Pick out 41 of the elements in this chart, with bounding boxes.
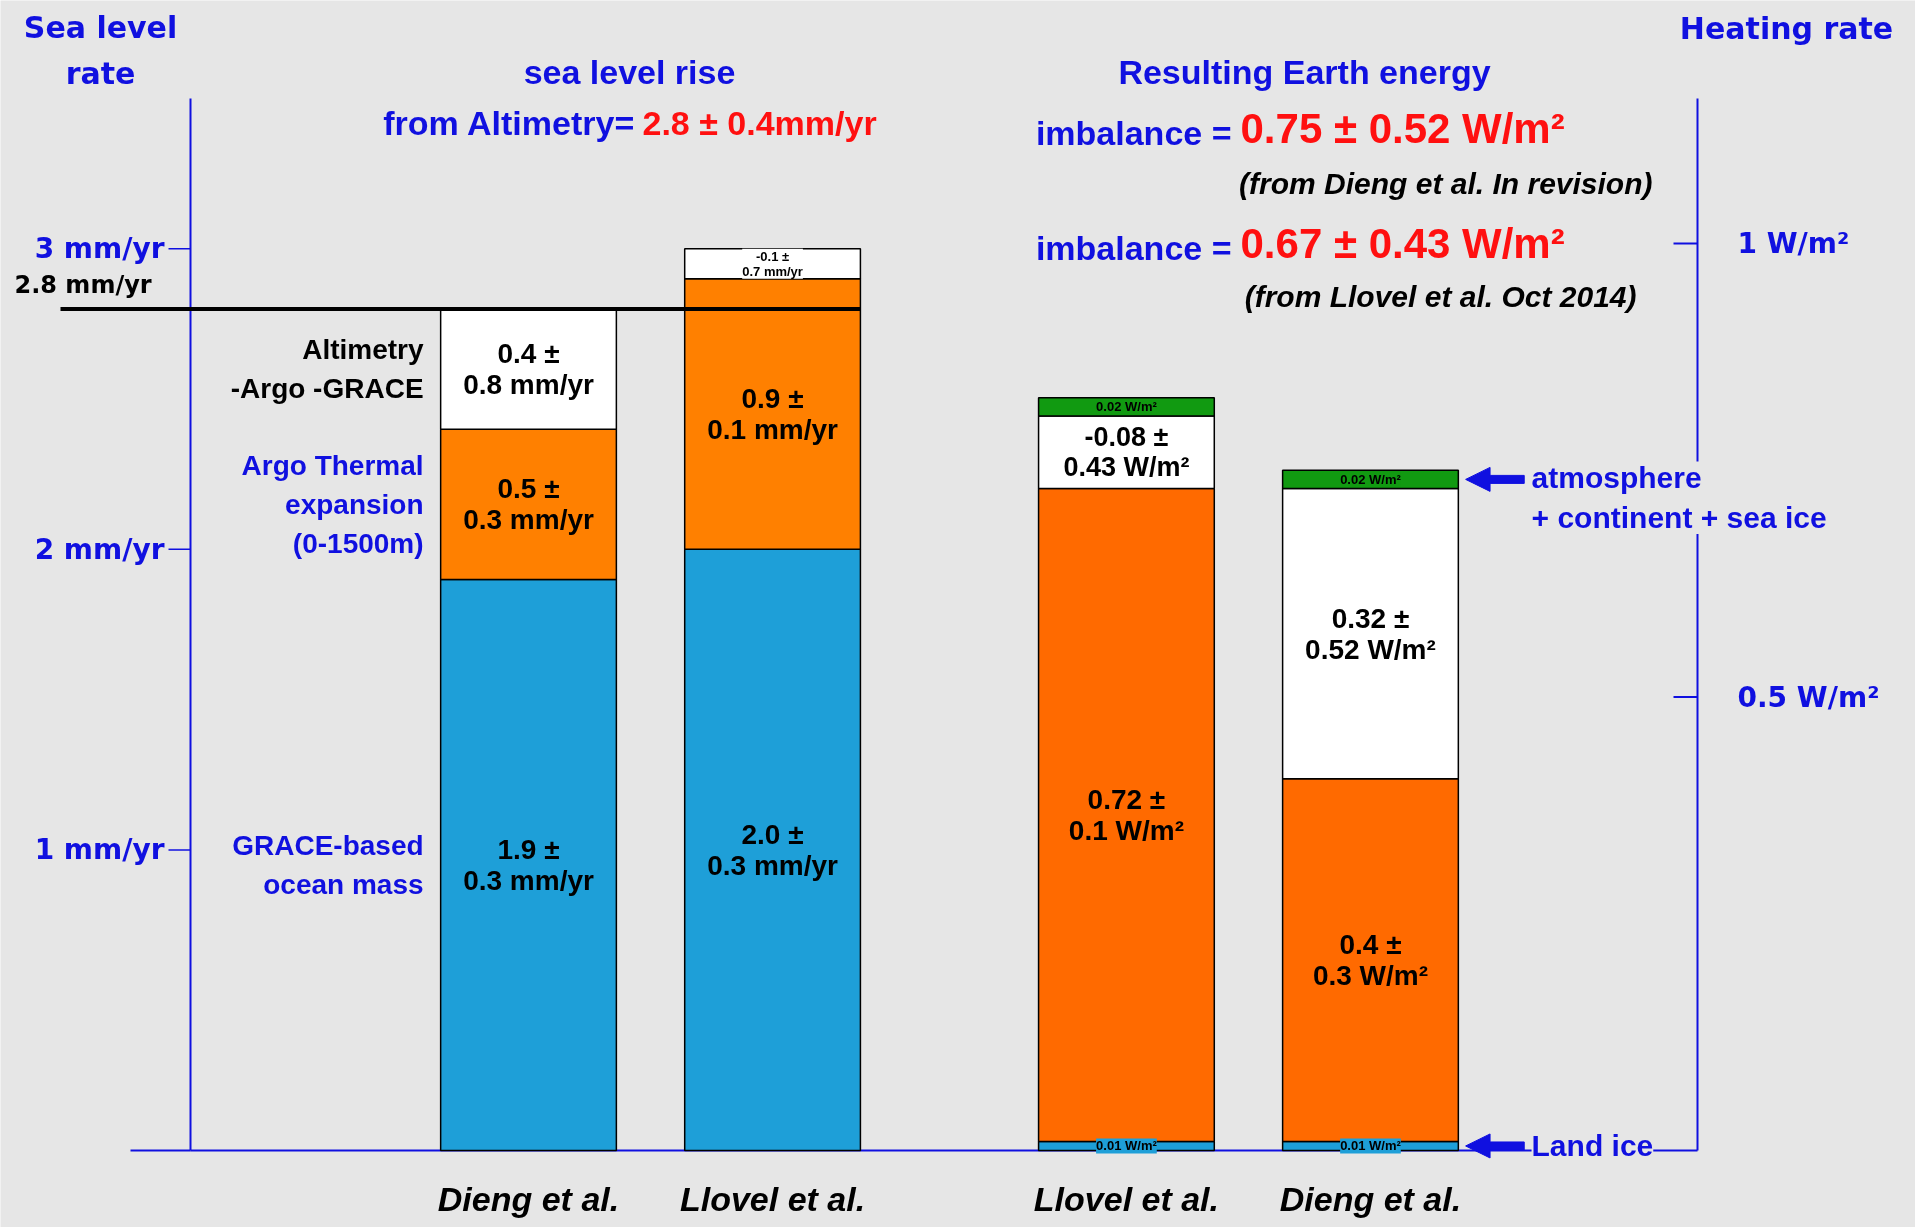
data-label: 0.01 W/m² [1096,1138,1158,1154]
text: atmosphere + continent + sea ice [1531,461,1827,534]
annotation: (from Llovel et al. Oct 2014) [1244,280,1637,313]
x-tick-label: Dieng et al. [437,1179,620,1218]
annotation: 2.8 ± 0.4mm/yr [642,103,877,142]
data-label: 2.0 ± 0.3 mm/yr [707,818,839,881]
data-label: 0.72 ± 0.1 W/m² [1068,783,1184,846]
annotation: (from Dieng et al. In revision) [1239,167,1653,200]
y-tick-label: 2 mm/yr [34,532,165,566]
data-label: 0.9 ± 0.1 mm/yr [707,383,839,446]
series-label: Altimetry -Argo -GRACE [230,334,424,404]
series-label: GRACE-based ocean mass [232,830,424,900]
series-label: Argo Thermal expansion (0-1500m) [241,450,424,559]
data-label: -0.1 ± 0.7 mm/yr [742,248,803,279]
data-label: 0.02 W/m² [1340,471,1402,487]
data-label: 0.02 W/m² [1096,399,1158,415]
annotation: from Altimetry= [383,103,635,142]
ref-line-label: 2.8 mm/yr [14,270,152,299]
text: Resulting Earth energy [1118,52,1491,91]
y2-tick-label: 0.5 W/m² [1737,680,1880,714]
annotation: 0.67 ± 0.43 W/m² [1240,220,1565,267]
data-label: 0.01 W/m² [1340,1138,1402,1154]
data-label: 0.4 ± 0.8 mm/yr [463,338,594,401]
x-tick-label: Llovel et al. [679,1179,866,1218]
data-label: 1.9 ± 0.3 mm/yr [463,833,594,896]
annotation: 0.75 ± 0.52 W/m² [1240,105,1565,152]
text: Land ice [1531,1129,1654,1163]
data-label: 0.32 ± 0.52 W/m² [1305,602,1436,665]
data-label: -0.08 ± 0.43 W/m² [1063,422,1190,483]
x-tick-label: Llovel et al. [1033,1179,1220,1218]
y2-tick-label: 1 W/m² [1737,227,1850,261]
annotation: imbalance = [1035,113,1232,152]
annotation: imbalance = [1035,228,1232,267]
y2-axis-title: Heating rate [1679,11,1894,46]
y-tick-label: 1 mm/yr [34,833,165,867]
data-label: 0.5 ± 0.3 mm/yr [463,473,594,536]
text: sea level rise [523,52,736,91]
y-tick-label: 3 mm/yr [34,232,165,266]
data-label: 0.4 ± 0.3 W/m² [1312,929,1429,992]
x-tick-label: Dieng et al. [1279,1179,1462,1218]
y-axis-title: Sea level rate [23,10,178,91]
